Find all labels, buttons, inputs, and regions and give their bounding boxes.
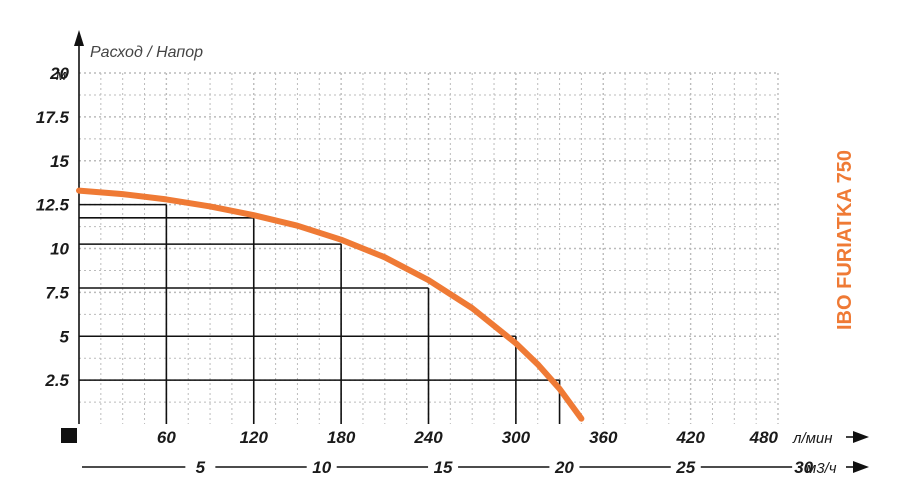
- x2-tick-label: 25: [675, 458, 695, 477]
- x-tick-labels: 60 120 180 240 300 360 420 480: [157, 428, 779, 447]
- x-tick-label: 180: [327, 428, 356, 447]
- origin-marker: [61, 428, 77, 443]
- guide-lines: [79, 203, 561, 424]
- x-tick-label: 300: [502, 428, 531, 447]
- x-tick-label: 240: [413, 428, 443, 447]
- y-tick-label: 17.5: [36, 108, 70, 127]
- x-unit-label: л/мин: [792, 430, 833, 447]
- x2-tick-label: 30: [794, 458, 813, 477]
- y-tick-labels: 2.5 5 7.5 10 12.5 15 17.5 20: [36, 64, 70, 390]
- y-tick-label: 12.5: [36, 196, 70, 215]
- y-axis-arrow: [74, 30, 84, 46]
- x-tick-label: 480: [749, 428, 779, 447]
- chart-side-title: IBO FURIATKA 750: [834, 150, 856, 330]
- y-tick-label: 2.5: [44, 371, 69, 390]
- x-tick-label: 120: [240, 428, 269, 447]
- curve-layer: [76, 187, 585, 422]
- y-tick-label: 7.5: [45, 283, 69, 302]
- y-unit-label: м: [56, 67, 66, 84]
- x2-unit-label: м3/ч: [806, 460, 837, 477]
- y-axis-label: Расход / Напор: [90, 44, 203, 61]
- x-tick-label: 60: [157, 428, 176, 447]
- x2-tick-label: 10: [312, 458, 331, 477]
- x2-tick-label: 15: [434, 458, 453, 477]
- y-tick-label: 10: [50, 240, 69, 259]
- axes: [61, 30, 869, 443]
- y-tick-label: 20: [49, 64, 69, 83]
- y-tick-label: 15: [50, 152, 69, 171]
- secondary-x-axis: 5 10 15 20 25 30: [82, 458, 869, 477]
- x2-tick-label: 5: [196, 458, 206, 477]
- x-tick-label: 360: [589, 428, 618, 447]
- x-axis-arrow: [853, 431, 869, 443]
- x2-axis-arrow: [853, 461, 869, 473]
- y-tick-label: 5: [60, 327, 70, 346]
- x2-tick-label: 20: [554, 458, 574, 477]
- performance-curve: [76, 187, 585, 422]
- x-tick-label: 420: [675, 428, 705, 447]
